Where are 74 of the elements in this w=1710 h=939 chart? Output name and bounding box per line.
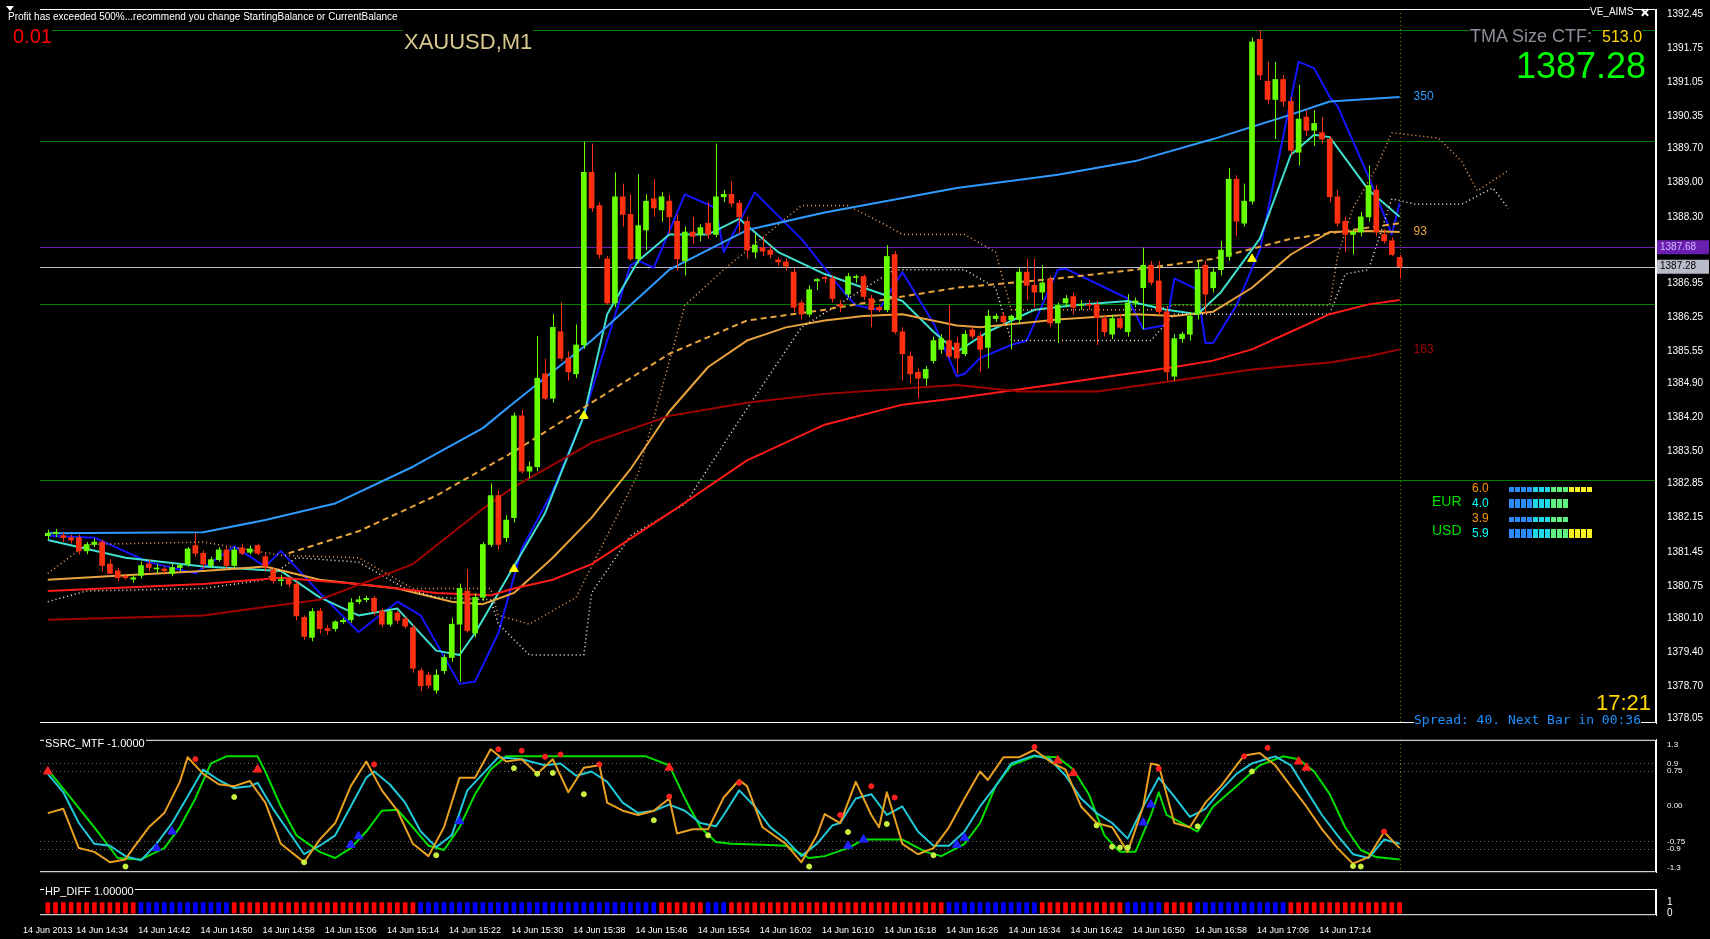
x-tick-label: 14 Jun 15:14 xyxy=(386,925,439,936)
x-tick-label: 14 Jun 15:38 xyxy=(573,925,626,936)
y-tick-label: -0.75 xyxy=(1667,836,1686,846)
y-tick-label: 1386.25 xyxy=(1667,310,1704,322)
y-tick-label: 1391.75 xyxy=(1667,41,1704,53)
x-tick-label: 14 Jun 16:34 xyxy=(1008,925,1061,936)
text: XAUUSD,M1 xyxy=(403,29,534,54)
ref-line-label: 1387.28 xyxy=(1660,260,1697,272)
y-tick-label: 1389.70 xyxy=(1667,142,1704,154)
x-tick-label: 14 Jun 15:46 xyxy=(635,925,688,936)
annotation: TMA Size CTF: xyxy=(1470,26,1593,46)
x-tick-label: 14 Jun 14:34 xyxy=(76,925,129,936)
series-label: 163 xyxy=(1413,341,1434,356)
x-tick-label: 14 Jun 16:42 xyxy=(1070,925,1123,936)
chart-title: HP_DIFF 1.00000 xyxy=(44,885,135,898)
series-label: 350 xyxy=(1413,89,1434,104)
y-tick-label: 1382.15 xyxy=(1667,511,1704,523)
annotation: 0.01 xyxy=(13,25,52,47)
annotation: 513.0 xyxy=(1602,28,1643,45)
annotation: EUR xyxy=(1432,493,1462,509)
x-tick-label: 14 Jun 15:54 xyxy=(697,925,750,936)
x-tick-label: 14 Jun 14:42 xyxy=(138,925,191,936)
y-tick-label: 1390.35 xyxy=(1667,110,1704,122)
y-tick-label: 0.9 xyxy=(1667,758,1679,768)
x-tick-label: 14 Jun 16:02 xyxy=(759,925,812,936)
y-tick-label: 1380.75 xyxy=(1667,579,1704,591)
x-tick-label: 14 Jun 16:18 xyxy=(884,925,937,936)
y-tick-label: 1388.30 xyxy=(1667,210,1704,222)
y-tick-label: 1384.20 xyxy=(1667,411,1704,423)
y-tick-label: -1.3 xyxy=(1667,862,1682,872)
y-tick-label: 1383.50 xyxy=(1667,445,1704,457)
x-tick-label: 14 Jun 16:50 xyxy=(1132,925,1185,936)
y-tick-label: 1381.45 xyxy=(1667,545,1704,557)
chart-title: SSRC_MTF -1.0000 xyxy=(44,737,146,750)
y-tick-label: 1389.00 xyxy=(1667,176,1704,188)
x-tick-label: 14 Jun 16:10 xyxy=(821,925,875,936)
y-tick-label: -0.9 xyxy=(1667,843,1682,853)
annotation: VE_AIMS xyxy=(1590,6,1634,17)
x-tick-label: 14 Jun 14:58 xyxy=(262,925,315,936)
annotation: 1387.28 xyxy=(1516,45,1647,86)
annotation: Spread: 40. Next Bar in 00:36 xyxy=(1414,712,1641,727)
y-tick-label: 1380.10 xyxy=(1667,611,1704,623)
x-tick-label: 14 Jun 17:14 xyxy=(1319,925,1372,936)
y-tick-label: 1386.95 xyxy=(1667,276,1704,288)
ref-line-label: 1387.68 xyxy=(1660,240,1697,252)
x-tick-label: 14 Jun 16:26 xyxy=(946,925,999,936)
x-tick-label: 14 Jun 16:58 xyxy=(1194,925,1247,936)
y-tick-label: 1384.90 xyxy=(1667,376,1704,388)
x-tick-label: 14 Jun 15:22 xyxy=(449,925,502,936)
y-tick-label: 1.3 xyxy=(1667,739,1679,749)
y-tick-label: 1 xyxy=(1667,896,1673,908)
y-tick-label: 1378.70 xyxy=(1667,680,1704,692)
annotation: 4.0 xyxy=(1472,496,1489,510)
annotation: Profit has exceeded 500%...recommend you change StartingBalance or CurrentBalance xyxy=(8,11,398,22)
series-label: 93 xyxy=(1413,224,1428,239)
x-tick-label: 14 Jun 2013 xyxy=(23,925,73,936)
x-tick-label: 14 Jun 15:06 xyxy=(324,925,377,936)
y-tick-label: 1382.85 xyxy=(1667,477,1704,489)
annotation: 6.0 xyxy=(1472,481,1489,495)
y-tick-label: 0 xyxy=(1667,906,1673,918)
annotation: 17:21 xyxy=(1596,690,1652,715)
y-tick-label: 1392.45 xyxy=(1667,7,1704,19)
y-tick-label: 1391.05 xyxy=(1667,76,1704,88)
annotation: USD xyxy=(1432,522,1462,538)
y-tick-label: 1378.05 xyxy=(1667,711,1704,723)
y-tick-label: 0.00 xyxy=(1667,801,1684,811)
annotation: 3.9 xyxy=(1472,511,1489,525)
y-tick-label: 1385.55 xyxy=(1667,345,1704,357)
y-tick-label: 1379.40 xyxy=(1667,645,1704,657)
annotation: 5.9 xyxy=(1472,526,1489,540)
y-tick-label: 0.75 xyxy=(1667,765,1684,775)
x-tick-label: 14 Jun 17:06 xyxy=(1257,925,1310,936)
x-tick-label: 14 Jun 14:50 xyxy=(200,925,253,936)
x-tick-label: 14 Jun 15:30 xyxy=(511,925,564,936)
